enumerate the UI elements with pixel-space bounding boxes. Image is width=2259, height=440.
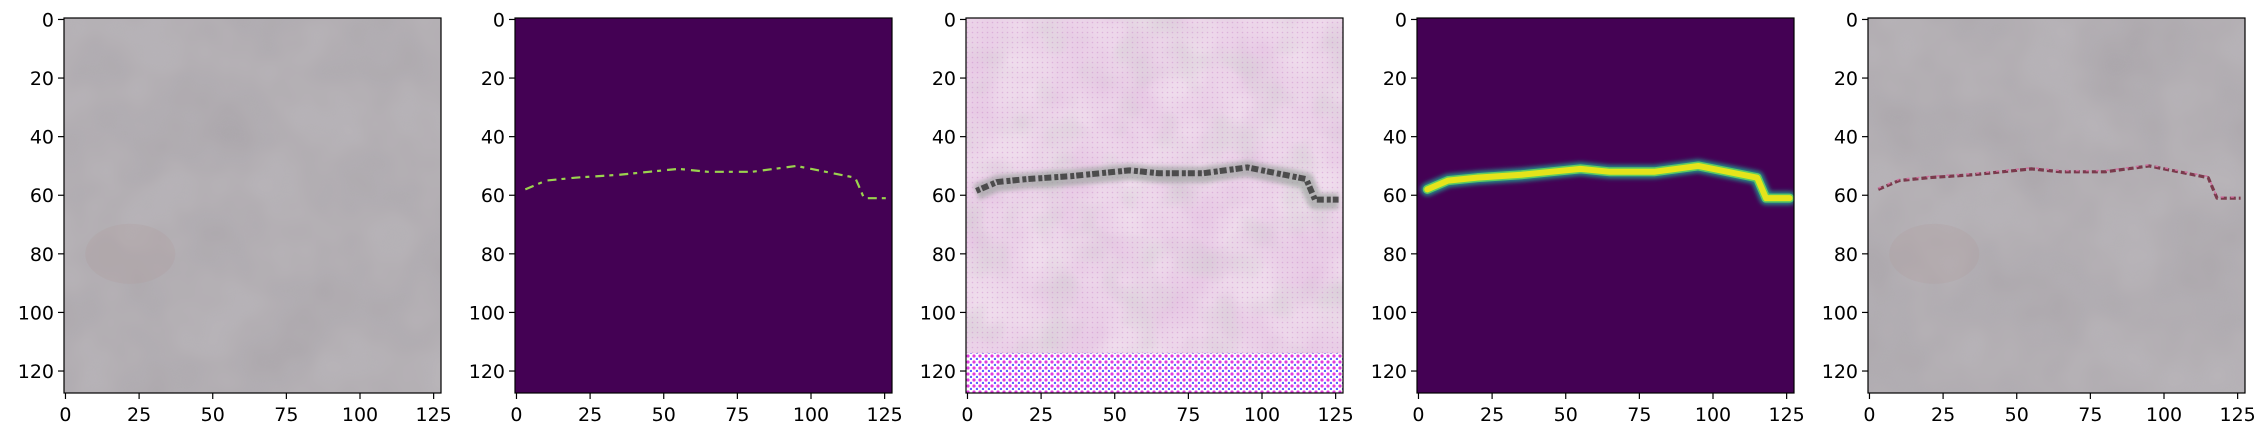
y-tick-label: 20 — [1383, 68, 1407, 90]
y-tick-label: 80 — [1383, 244, 1407, 266]
x-tick-label: 100 — [2146, 404, 2182, 426]
x-tick-label: 75 — [1176, 404, 1200, 426]
y-tick-label: 60 — [481, 185, 505, 207]
y-tick-label: 40 — [1834, 127, 1858, 149]
y-tick-label: 40 — [30, 127, 54, 149]
y-tick-label: 120 — [1371, 361, 1407, 383]
predicted-mask-background — [1417, 18, 1794, 393]
overlay-result-image — [1868, 18, 2245, 393]
overlay-crack-pink — [1878, 164, 2241, 198]
x-tick-label: 0 — [1412, 404, 1424, 426]
y-tick-label: 80 — [481, 244, 505, 266]
y-tick-label: 100 — [1822, 302, 1858, 324]
input-concrete-photo-image — [64, 18, 441, 393]
y-tick-label: 120 — [18, 361, 54, 383]
x-tick-label: 100 — [342, 404, 378, 426]
y-tick-label: 120 — [469, 361, 505, 383]
x-tick-label: 50 — [1554, 404, 1578, 426]
ground-truth-crack — [524, 164, 888, 200]
x-tick-label: 125 — [1769, 404, 1805, 426]
y-tick-label: 120 — [1822, 361, 1858, 383]
y-tick-label: 100 — [469, 302, 505, 324]
ground-truth-mask-image — [515, 18, 892, 393]
x-tick-label: 125 — [867, 404, 903, 426]
x-tick-label: 25 — [127, 404, 151, 426]
y-tick-label: 80 — [30, 244, 54, 266]
input-concrete-photo-frame — [63, 17, 442, 394]
overlay-crack-dark — [1877, 164, 2241, 200]
y-tick-label: 120 — [920, 361, 956, 383]
x-tick-label: 100 — [793, 404, 829, 426]
y-tick-label: 20 — [30, 68, 54, 90]
y-tick-label: 0 — [944, 9, 956, 31]
y-tick-label: 0 — [42, 9, 54, 31]
x-tick-label: 75 — [274, 404, 298, 426]
y-tick-label: 40 — [481, 127, 505, 149]
x-tick-label: 100 — [1695, 404, 1731, 426]
x-tick-label: 50 — [652, 404, 676, 426]
x-tick-label: 50 — [2005, 404, 2029, 426]
input-concrete-photo-stain — [85, 223, 176, 284]
x-tick-label: 50 — [1103, 404, 1127, 426]
generated-crack — [975, 164, 1339, 203]
y-tick-label: 60 — [1834, 185, 1858, 207]
generated-grid-artifacts — [966, 18, 1343, 393]
y-tick-label: 80 — [1834, 244, 1858, 266]
y-tick-label: 100 — [1371, 302, 1407, 324]
overlay-result-stain — [1889, 223, 1980, 284]
x-tick-label: 25 — [578, 404, 602, 426]
y-tick-label: 0 — [1395, 9, 1407, 31]
x-tick-label: 100 — [1244, 404, 1280, 426]
generated-texture-image — [966, 18, 1343, 393]
y-tick-label: 100 — [920, 302, 956, 324]
generated-texture-frame — [965, 17, 1344, 394]
y-tick-label: 40 — [1383, 127, 1407, 149]
x-tick-label: 0 — [961, 404, 973, 426]
x-tick-label: 25 — [1931, 404, 1955, 426]
y-tick-label: 80 — [932, 244, 956, 266]
overlay-result-grain — [1868, 18, 2245, 393]
y-tick-label: 60 — [30, 185, 54, 207]
x-tick-label: 75 — [2078, 404, 2102, 426]
x-tick-label: 25 — [1029, 404, 1053, 426]
input-concrete-photo-grain — [64, 18, 441, 393]
x-tick-label: 0 — [510, 404, 522, 426]
x-tick-label: 25 — [1480, 404, 1504, 426]
x-tick-label: 75 — [1627, 404, 1651, 426]
y-tick-label: 40 — [932, 127, 956, 149]
predicted-crack-core — [1424, 162, 1793, 202]
x-tick-label: 125 — [2220, 404, 2256, 426]
x-tick-label: 75 — [725, 404, 749, 426]
y-tick-label: 20 — [932, 68, 956, 90]
y-tick-label: 20 — [1834, 68, 1858, 90]
ground-truth-mask-background — [515, 18, 892, 393]
y-tick-label: 0 — [493, 9, 505, 31]
x-tick-label: 50 — [201, 404, 225, 426]
x-tick-label: 0 — [59, 404, 71, 426]
y-tick-label: 100 — [18, 302, 54, 324]
predicted-mask-frame — [1416, 17, 1795, 394]
generated-bottom-artifact — [966, 353, 1343, 393]
y-tick-label: 60 — [1383, 185, 1407, 207]
y-tick-label: 60 — [932, 185, 956, 207]
overlay-result-frame — [1867, 17, 2246, 394]
predicted-mask-image — [1417, 18, 1794, 393]
y-tick-label: 0 — [1846, 9, 1858, 31]
y-tick-label: 20 — [481, 68, 505, 90]
x-tick-label: 125 — [1318, 404, 1354, 426]
ground-truth-mask-frame — [514, 17, 893, 394]
x-tick-label: 0 — [1863, 404, 1875, 426]
x-tick-label: 125 — [416, 404, 452, 426]
